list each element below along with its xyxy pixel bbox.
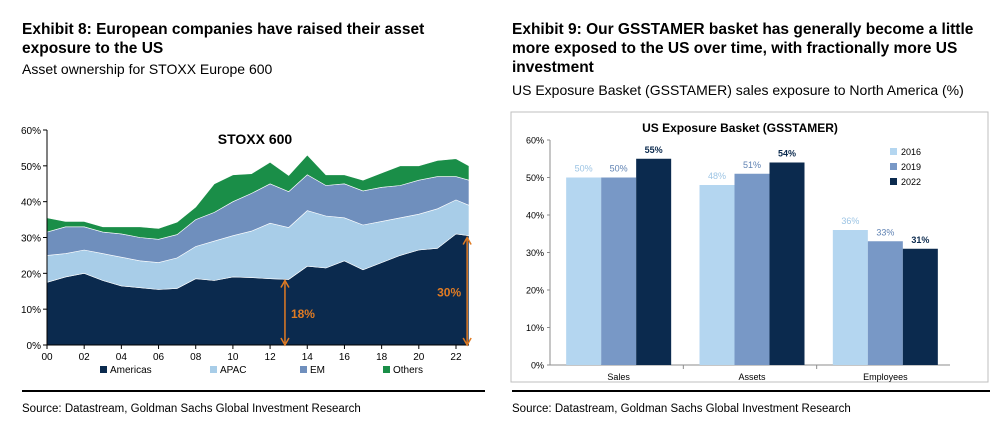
- bar-data-label: 50%: [610, 164, 628, 174]
- exhibit-8-panel: Exhibit 8: European companies have raise…: [0, 0, 490, 424]
- x-tick-label: 10: [227, 352, 239, 363]
- legend-swatch: [890, 178, 897, 185]
- legend-label: 2022: [901, 177, 921, 187]
- x-tick-label: 20: [413, 352, 425, 363]
- x-tick-label: Assets: [738, 372, 766, 382]
- chart-frame: [510, 111, 989, 383]
- bar-2016-sales: [566, 177, 602, 365]
- x-tick-label: 12: [265, 352, 277, 363]
- gsstamer-bar-chart: US Exposure Basket (GSSTAMER) 0% 10% 20% 30%…: [510, 111, 989, 383]
- annotation-label: 30%: [437, 285, 461, 299]
- x-tick-label: 04: [116, 352, 128, 363]
- x-tick-label: 06: [153, 352, 165, 363]
- chart-title: US Exposure Basket (GSSTAMER): [642, 121, 838, 135]
- bar-2019-assets: [734, 173, 770, 365]
- exhibit-8-title: Exhibit 8: European companies have raise…: [22, 21, 425, 57]
- y-tick-label: 30%: [526, 248, 544, 258]
- stoxx-area-chart: 0% 10% 20% 30% 40% 50% 60% 00 02 04 06 08 10 12 14 16 18…: [21, 126, 472, 376]
- bar-2022-employees: [902, 248, 938, 365]
- y-tick-label: 20%: [21, 269, 41, 280]
- annotation-arrow: [462, 235, 472, 347]
- y-tick-label: 0%: [27, 341, 42, 352]
- bar-data-label: 54%: [778, 149, 796, 159]
- bar-2016-employees: [832, 230, 868, 365]
- x-tick-label: 18: [376, 352, 388, 363]
- y-tick-label: 20%: [526, 286, 544, 296]
- bar-2016-assets: [699, 185, 735, 365]
- exhibit-9-source: Source: Datastream, Goldman Sachs Global…: [512, 403, 851, 415]
- legend-label: 2016: [901, 147, 921, 157]
- y-tick-label: 40%: [526, 211, 544, 221]
- y-tick-label: 0%: [531, 361, 544, 371]
- bar-data-label: 36%: [841, 216, 859, 226]
- bar-data-label: 33%: [876, 227, 894, 237]
- exhibit-9-divider: [512, 390, 990, 392]
- bar-2022-sales: [636, 158, 672, 365]
- y-tick-label: 60%: [526, 136, 544, 146]
- legend-swatch: [100, 366, 107, 373]
- y-tick-label: 40%: [21, 198, 41, 209]
- legend-swatch: [300, 366, 307, 373]
- legend-label: 2019: [901, 162, 921, 172]
- area-series-others: [46, 154, 470, 240]
- exhibit-8-source: Source: Datastream, Goldman Sachs Global…: [22, 403, 361, 415]
- legend-swatch: [210, 366, 217, 373]
- legend-swatch: [890, 163, 897, 170]
- x-tick-label: 00: [41, 352, 53, 363]
- exhibit-8-subtitle: Asset ownership for STOXX Europe 600: [22, 61, 273, 77]
- annotation-label: 18%: [291, 307, 315, 321]
- exhibit-8-divider: [22, 390, 485, 392]
- y-tick-label: 60%: [21, 126, 41, 137]
- x-tick-label: 14: [302, 352, 314, 363]
- x-tick-label: 08: [190, 352, 202, 363]
- chart-title: STOXX 600: [218, 131, 293, 147]
- x-tick-label: Sales: [607, 372, 630, 382]
- y-tick-label: 50%: [21, 162, 41, 173]
- bar-data-label: 55%: [645, 145, 663, 155]
- legend-swatch: [890, 148, 897, 155]
- legend-label: EM: [310, 365, 325, 376]
- exhibit-9-title: Exhibit 9: Our GSSTAMER basket has gener…: [512, 21, 974, 76]
- y-tick-label: 50%: [526, 173, 544, 183]
- bar-data-label: 51%: [743, 160, 761, 170]
- bar-2019-employees: [867, 241, 903, 365]
- x-tick-label: 22: [450, 352, 462, 363]
- x-tick-label: 16: [339, 352, 351, 363]
- bar-2019-sales: [601, 177, 637, 365]
- x-tick-label: Employees: [863, 372, 908, 382]
- bar-data-label: 50%: [575, 164, 593, 174]
- legend-label: Americas: [110, 365, 152, 376]
- bar-data-label: 48%: [708, 171, 726, 181]
- legend-label: Others: [393, 365, 423, 376]
- annotation-arrow: [280, 278, 290, 347]
- bar-2022-assets: [769, 162, 805, 365]
- y-tick-label: 30%: [21, 234, 41, 245]
- bar-data-label: 31%: [911, 235, 929, 245]
- y-tick-label: 10%: [21, 305, 41, 316]
- y-tick-label: 10%: [526, 323, 544, 333]
- exhibit-9-subtitle: US Exposure Basket (GSSTAMER) sales expo…: [512, 82, 964, 98]
- legend-swatch: [383, 366, 390, 373]
- exhibit-9-panel: Exhibit 9: Our GSSTAMER basket has gener…: [510, 0, 993, 424]
- legend-label: APAC: [220, 365, 247, 376]
- x-tick-label: 02: [79, 352, 91, 363]
